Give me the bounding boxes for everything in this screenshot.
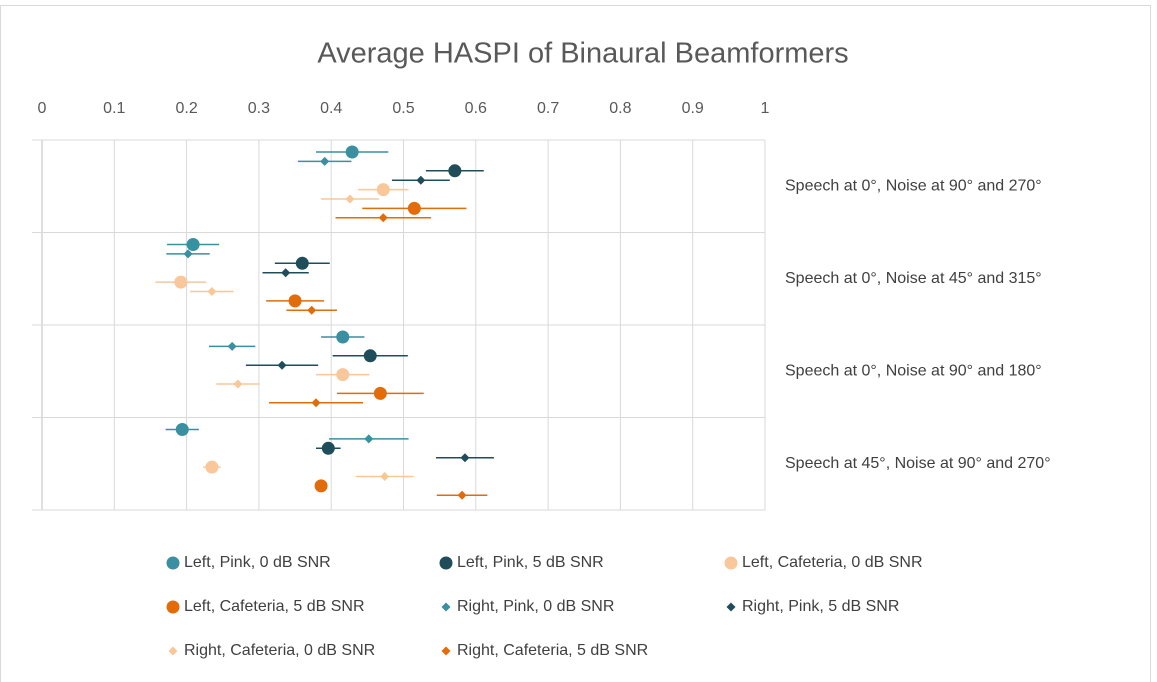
legend-marker xyxy=(441,646,451,656)
x-tick-label: 1 xyxy=(761,100,770,117)
legend-label: Left, Pink, 0 dB SNR xyxy=(184,554,331,571)
point xyxy=(457,490,467,500)
point xyxy=(277,360,287,370)
point xyxy=(363,349,377,363)
x-tick-label: 0.8 xyxy=(609,100,631,117)
x-tick-label: 0.4 xyxy=(320,100,342,117)
point xyxy=(460,453,470,463)
category-label: Speech at 0°, Noise at 45° and 315° xyxy=(785,270,1042,287)
point xyxy=(175,423,189,436)
x-tick-label: 0.3 xyxy=(248,100,270,117)
point xyxy=(183,249,193,259)
point xyxy=(380,472,390,481)
legend-marker xyxy=(726,602,736,612)
chart-border xyxy=(0,5,1151,682)
point xyxy=(378,213,388,223)
point xyxy=(336,368,350,382)
point xyxy=(345,145,359,159)
point xyxy=(345,194,355,204)
point xyxy=(320,156,330,166)
chart-title: Average HASPI of Binaural Beamformers xyxy=(317,38,848,70)
x-tick-label: 0.6 xyxy=(465,100,487,117)
legend-marker xyxy=(441,602,451,612)
category-label: Speech at 0°, Noise at 90° and 180° xyxy=(785,362,1042,379)
point xyxy=(321,441,335,455)
x-tick-label: 0.9 xyxy=(682,100,704,117)
legend-label: Right, Cafeteria, 0 dB SNR xyxy=(184,642,375,659)
x-tick-label: 0.1 xyxy=(103,100,125,117)
x-tick-label: 0.2 xyxy=(175,100,197,117)
category-label: Speech at 45°, Noise at 90° and 270° xyxy=(785,455,1051,472)
point xyxy=(281,268,291,278)
point xyxy=(288,294,302,308)
point xyxy=(373,386,387,400)
legend-label: Right, Cafeteria, 5 dB SNR xyxy=(457,642,648,659)
legend-marker xyxy=(166,600,180,614)
legend-label: Left, Cafeteria, 5 dB SNR xyxy=(184,598,365,615)
point xyxy=(174,275,188,289)
point xyxy=(233,379,243,389)
point xyxy=(186,238,200,251)
point xyxy=(407,201,421,215)
point xyxy=(376,183,390,197)
legend-label: Left, Cafeteria, 0 dB SNR xyxy=(742,554,923,571)
legend-label: Right, Pink, 0 dB SNR xyxy=(457,598,614,615)
point xyxy=(207,287,217,296)
category-label: Speech at 0°, Noise at 90° and 270° xyxy=(785,177,1042,194)
legend-label: Left, Pink, 5 dB SNR xyxy=(457,554,604,571)
x-tick-label: 0 xyxy=(38,100,47,117)
point xyxy=(314,479,328,493)
legend-label: Right, Pink, 5 dB SNR xyxy=(742,598,899,615)
legend-marker xyxy=(724,556,738,570)
x-tick-label: 0.7 xyxy=(537,100,559,117)
point xyxy=(364,434,374,444)
legend-marker xyxy=(166,556,180,570)
point xyxy=(336,330,350,344)
point xyxy=(295,256,309,270)
legend-marker xyxy=(439,556,453,570)
point xyxy=(448,164,462,178)
legend-marker xyxy=(168,646,178,656)
point xyxy=(416,175,426,185)
x-tick-label: 0.5 xyxy=(392,100,414,117)
point xyxy=(227,341,237,351)
point xyxy=(311,398,321,408)
point xyxy=(205,460,219,474)
point xyxy=(307,305,317,315)
